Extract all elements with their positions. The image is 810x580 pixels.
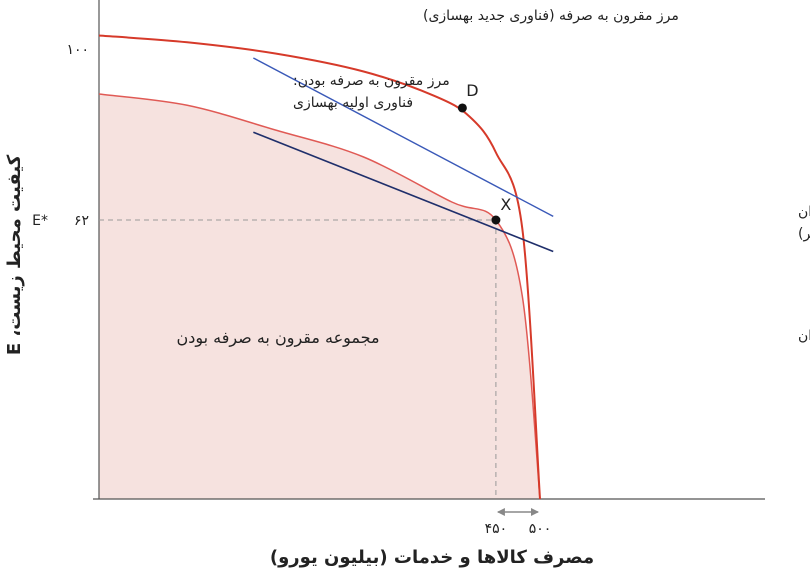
frontier-new-label: مرز مقرون به صرفه (فناوری جدید بهسازی) bbox=[423, 8, 679, 24]
x-axis-title: مصرف کالاها و خدمات (بیلیون یورو) bbox=[270, 547, 594, 568]
point-x bbox=[491, 215, 501, 225]
indifference-low-label: منحنی بی‌تفاوتی شهروندان bbox=[798, 328, 810, 344]
indifference-high-label-line1: منحنی بی‌تفاوتی شهروندان bbox=[798, 204, 810, 220]
y-marker-label: E* bbox=[32, 213, 48, 229]
point-x-label: X bbox=[500, 195, 511, 214]
indifference-high-label-line2: (سودمندی بالاتر) bbox=[798, 226, 810, 242]
x-tick-label: ۴۵۰ bbox=[485, 521, 508, 537]
frontier-old-curve bbox=[98, 93, 541, 500]
y-tick-label: ۶۲ bbox=[74, 213, 89, 229]
y-axis-title: کیفیت محیط زیست، E bbox=[4, 154, 25, 355]
feasible-region bbox=[99, 94, 540, 499]
point-d bbox=[457, 103, 467, 113]
y-tick-label: ۱۰۰ bbox=[66, 42, 89, 58]
x-tick-label: ۵۰۰ bbox=[529, 521, 552, 537]
frontier-old-label-line1: مرز مقرون به صرفه بودن: bbox=[293, 73, 450, 89]
indifference-curve-low bbox=[253, 131, 554, 253]
frontier-old-label-line2: فناوری اولیه بهسازی bbox=[293, 95, 413, 111]
region-label: مجموعه مقرون به صرفه بودن bbox=[176, 328, 379, 348]
frontier-new-curve bbox=[98, 34, 541, 500]
point-d-label: D bbox=[466, 81, 478, 100]
indifference-curve-high bbox=[253, 57, 554, 218]
